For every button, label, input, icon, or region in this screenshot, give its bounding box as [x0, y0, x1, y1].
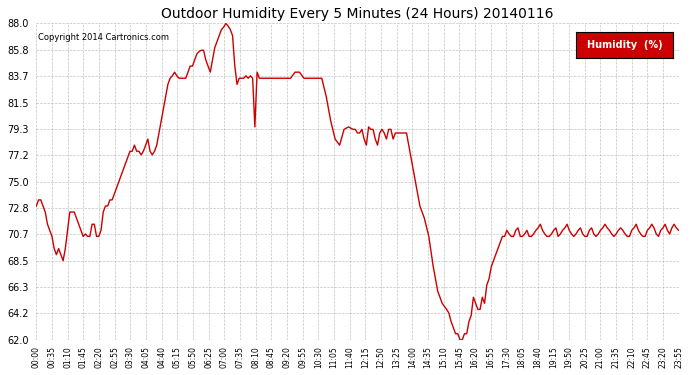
- Text: Copyright 2014 Cartronics.com: Copyright 2014 Cartronics.com: [38, 33, 168, 42]
- Text: Humidity  (%): Humidity (%): [586, 40, 662, 50]
- Title: Outdoor Humidity Every 5 Minutes (24 Hours) 20140116: Outdoor Humidity Every 5 Minutes (24 Hou…: [161, 7, 553, 21]
